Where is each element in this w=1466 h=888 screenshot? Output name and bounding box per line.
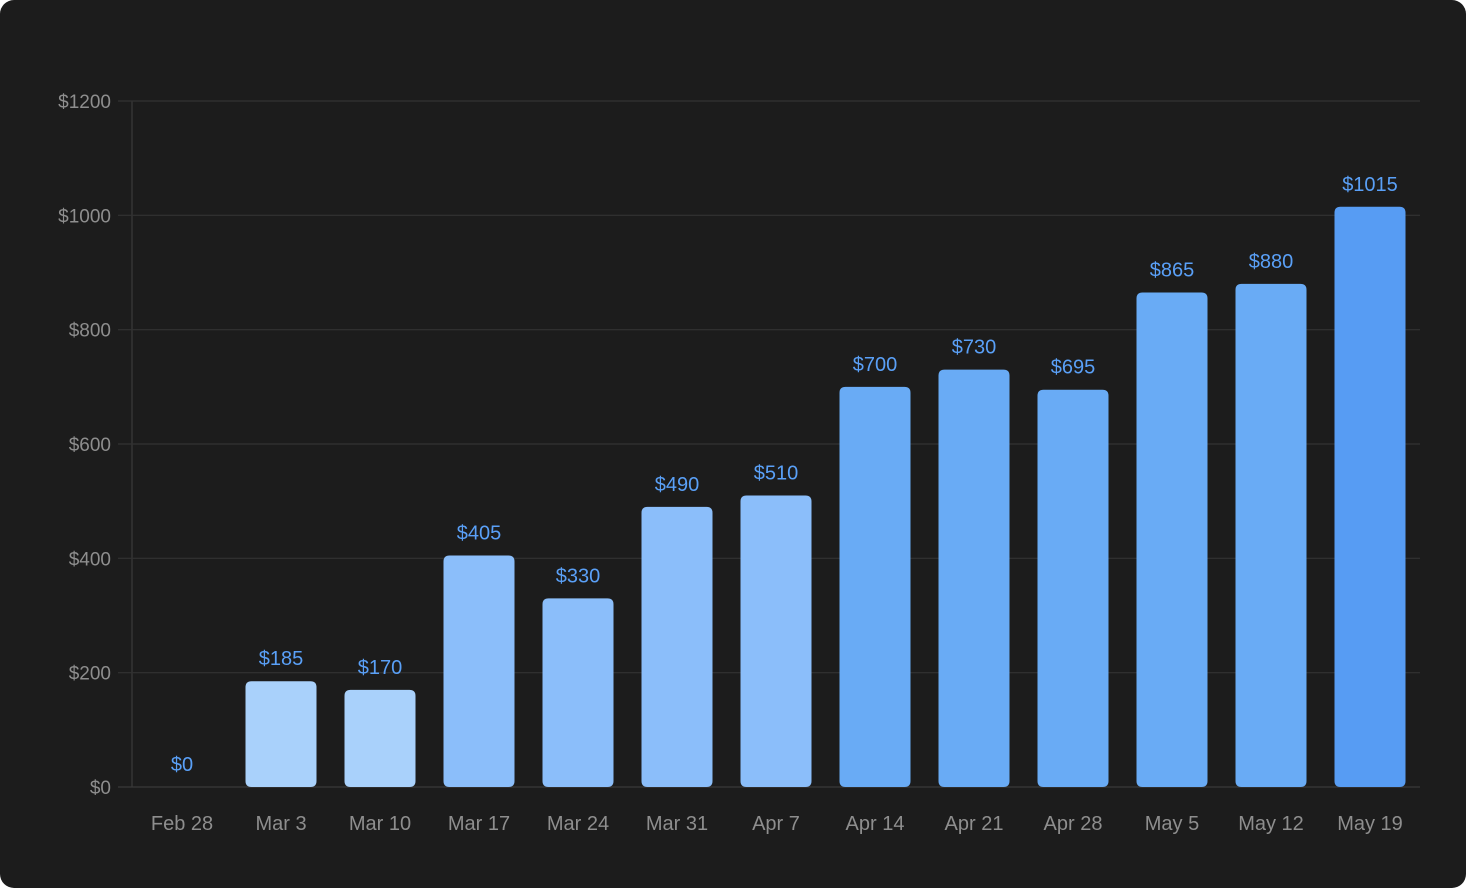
bar	[938, 369, 1010, 787]
data-label: $700	[853, 354, 898, 376]
data-label: $185	[259, 648, 304, 670]
bar	[1136, 292, 1208, 787]
y-tick-label: $1200	[58, 92, 111, 113]
x-tick-label: Apr 7	[752, 813, 800, 835]
y-tick-label: $600	[69, 435, 111, 456]
x-tick-label: Apr 14	[846, 813, 905, 835]
bar	[1235, 283, 1307, 787]
x-tick-label: May 5	[1145, 813, 1199, 835]
bars	[245, 206, 1406, 788]
x-tick-label: May 19	[1337, 813, 1403, 835]
bar	[641, 506, 713, 787]
y-tick-label: $0	[90, 778, 111, 799]
data-label: $1015	[1342, 174, 1398, 196]
y-tick-label: $1000	[58, 206, 111, 227]
y-tick-label: $800	[69, 321, 111, 342]
bar	[344, 689, 416, 787]
bar	[443, 555, 515, 787]
data-label: $0	[171, 754, 193, 776]
bar	[1037, 389, 1109, 787]
bar	[542, 598, 614, 787]
data-label: $330	[556, 565, 601, 587]
data-label: $405	[457, 522, 502, 544]
data-label: $490	[655, 474, 700, 496]
data-label: $510	[754, 462, 799, 484]
x-tick-label: Feb 28	[151, 813, 213, 835]
data-label: $880	[1249, 251, 1294, 273]
x-tick-label: Apr 28	[1044, 813, 1103, 835]
data-label: $170	[358, 657, 403, 679]
bar	[245, 681, 317, 787]
x-tick-label: Mar 17	[448, 813, 510, 835]
data-label: $865	[1150, 260, 1195, 282]
x-axis-ticks: Feb 28 Mar 3 Mar 10 Mar 17 Mar 24 Mar 31 Apr 7…	[151, 813, 1403, 835]
x-tick-label: Apr 21	[945, 813, 1004, 835]
x-tick-label: Mar 31	[646, 813, 708, 835]
x-tick-label: Mar 10	[349, 813, 411, 835]
data-labels: $0 $185 $170 $405 $330 $490 $510 $700 $730 $695 $8…	[171, 174, 1398, 776]
y-tick-label: $200	[69, 664, 111, 685]
bar	[839, 386, 911, 787]
bar	[740, 495, 812, 787]
x-tick-label: May 12	[1238, 813, 1304, 835]
bar	[1334, 206, 1406, 788]
x-tick-label: Mar 24	[547, 813, 609, 835]
y-tick-label: $400	[69, 549, 111, 570]
x-tick-label: Mar 3	[255, 813, 306, 835]
y-axis-ticks: $0 $200 $400 $600 $800 $1000 $1200	[58, 92, 111, 799]
data-label: $695	[1051, 357, 1096, 379]
data-label: $730	[952, 337, 997, 359]
